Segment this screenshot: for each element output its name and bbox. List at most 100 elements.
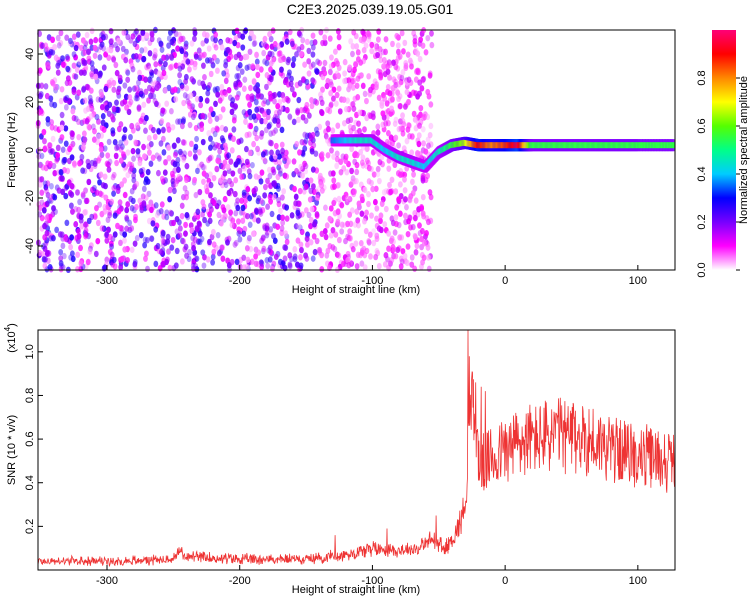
spectrogram-noise-cell: [179, 122, 185, 130]
spectrogram-noise-cell: [397, 210, 403, 217]
spectrogram-x-tick-label: 100: [629, 275, 647, 287]
spectrogram-noise-cell: [170, 124, 176, 131]
spectrogram-noise-cell: [351, 124, 356, 132]
spectrogram-noise-cell: [170, 181, 176, 188]
snr-plot-area: [38, 330, 675, 567]
spectrogram-noise-cell: [286, 56, 291, 63]
spectrogram-noise-cell: [129, 246, 135, 253]
spectrogram-noise-cell: [39, 176, 45, 183]
spectrogram-noise-cell: [115, 222, 120, 230]
spectrogram-noise-cell: [159, 46, 165, 53]
spectrogram-noise-cell: [175, 137, 181, 144]
spectrogram-noise-cell: [397, 234, 403, 241]
spectrogram-noise-cell: [386, 230, 392, 237]
spectrogram-noise-cell: [127, 219, 133, 227]
spectrogram-noise-cell: [264, 83, 269, 91]
spectrogram-noise-cell: [81, 130, 87, 137]
spectrogram-noise-cell: [41, 207, 47, 214]
spectrogram-noise-cell: [347, 82, 353, 89]
spectrogram-noise-cell: [261, 49, 267, 57]
spectrogram-noise-cell: [185, 58, 191, 65]
spectrogram-noise-cell: [354, 208, 360, 215]
spectrogram-noise-cell: [414, 242, 420, 250]
spectrogram-noise-cell: [222, 170, 228, 177]
spectrogram-noise-cell: [275, 102, 281, 110]
spectrogram-noise-cell: [102, 264, 108, 271]
colorbar-tick-label: 0.4: [696, 166, 708, 181]
spectrogram-noise-cell: [293, 193, 299, 201]
spectrogram-noise-cell: [71, 160, 77, 167]
spectrogram-noise-cell: [208, 202, 213, 209]
spectrogram-noise-cell: [104, 237, 110, 244]
spectrogram-noise-cell: [73, 73, 79, 80]
spectrogram-noise-cell: [366, 191, 371, 198]
spectrogram-noise-cell: [240, 204, 246, 212]
spectrogram-noise-cell: [303, 137, 309, 145]
spectrogram-noise-cell: [222, 159, 228, 166]
spectrogram-noise-cell: [293, 223, 299, 230]
spectrogram-noise-cell: [336, 33, 342, 41]
spectrogram-noise-cell: [68, 243, 74, 251]
spectrogram-noise-cell: [262, 41, 268, 49]
spectrogram-noise-cell: [405, 51, 411, 58]
spectrogram-noise-cell: [192, 236, 198, 243]
spectrogram-noise-cell: [149, 31, 155, 38]
spectrogram-noise-cell: [166, 84, 172, 92]
spectrogram-noise-cell: [383, 187, 389, 195]
spectrogram-noise-cell: [266, 108, 271, 116]
spectrogram-noise-cell: [98, 146, 104, 153]
spectrogram-noise-cell: [124, 206, 130, 214]
spectrogram-noise-cell: [82, 44, 88, 52]
spectrogram-noise-cell: [215, 157, 221, 164]
spectrogram-noise-cell: [387, 90, 393, 97]
spectrogram-noise-cell: [272, 181, 278, 189]
spectrogram-noise-cell: [160, 64, 166, 72]
spectrogram-noise-cell: [190, 262, 196, 270]
spectrogram-noise-cell: [284, 204, 290, 211]
spectrogram-noise-cell: [168, 64, 173, 71]
spectrogram-noise-cell: [350, 175, 356, 182]
spectrogram-noise-cell: [73, 221, 79, 228]
spectrogram-noise-cell: [71, 114, 77, 122]
spectrogram-noise-cell: [158, 40, 164, 47]
spectrogram-noise-cell: [407, 196, 413, 204]
spectrogram-noise-cell: [217, 148, 223, 155]
spectrogram-noise-cell: [361, 110, 366, 117]
spectrogram-noise-cell: [359, 260, 365, 267]
spectrogram-noise-cell: [425, 34, 431, 42]
spectrogram-noise-cell: [129, 225, 135, 232]
spectrogram-noise-cell: [64, 53, 70, 61]
spectrogram-noise-cell: [204, 97, 210, 104]
spectrogram-noise-cell: [96, 118, 101, 125]
spectrogram-noise-cell: [193, 191, 199, 199]
spectrogram-noise-cell: [69, 130, 75, 137]
spectrogram-noise-cell: [315, 58, 321, 65]
spectrogram-noise-cell: [229, 108, 235, 116]
spectrogram-noise-cell: [245, 94, 251, 102]
spectrogram-noise-cell: [247, 149, 253, 157]
spectrogram-noise-cell: [207, 117, 213, 124]
spectrogram-noise-cell: [339, 221, 345, 228]
spectrogram-noise-cell: [204, 37, 209, 44]
spectrogram-noise-cell: [211, 199, 217, 207]
spectrogram-noise-cell: [118, 157, 124, 164]
spectrogram-noise-cell: [291, 56, 297, 63]
spectrogram-noise-cell: [251, 40, 257, 48]
spectrogram-noise-cell: [302, 145, 308, 152]
spectrogram-noise-cell: [37, 161, 43, 169]
spectrogram-noise-cell: [346, 261, 352, 269]
spectrogram-noise-cell: [417, 122, 422, 129]
spectrogram-noise-cell: [108, 27, 114, 35]
spectrogram-noise-cell: [335, 28, 341, 35]
spectrogram-noise-cell: [99, 225, 105, 232]
spectrogram-noise-cell: [426, 93, 432, 100]
spectrogram-noise-cell: [118, 121, 124, 128]
spectrogram-noise-cell: [372, 198, 378, 206]
spectrogram-noise-cell: [53, 54, 59, 61]
spectrogram-noise-cell: [184, 162, 190, 170]
spectrogram-noise-cell: [425, 172, 431, 180]
spectrogram-noise-cell: [194, 135, 199, 143]
spectrogram-noise-cell: [93, 36, 99, 44]
spectrogram-noise-cell: [206, 45, 212, 52]
spectrogram-noise-cell: [129, 205, 135, 212]
